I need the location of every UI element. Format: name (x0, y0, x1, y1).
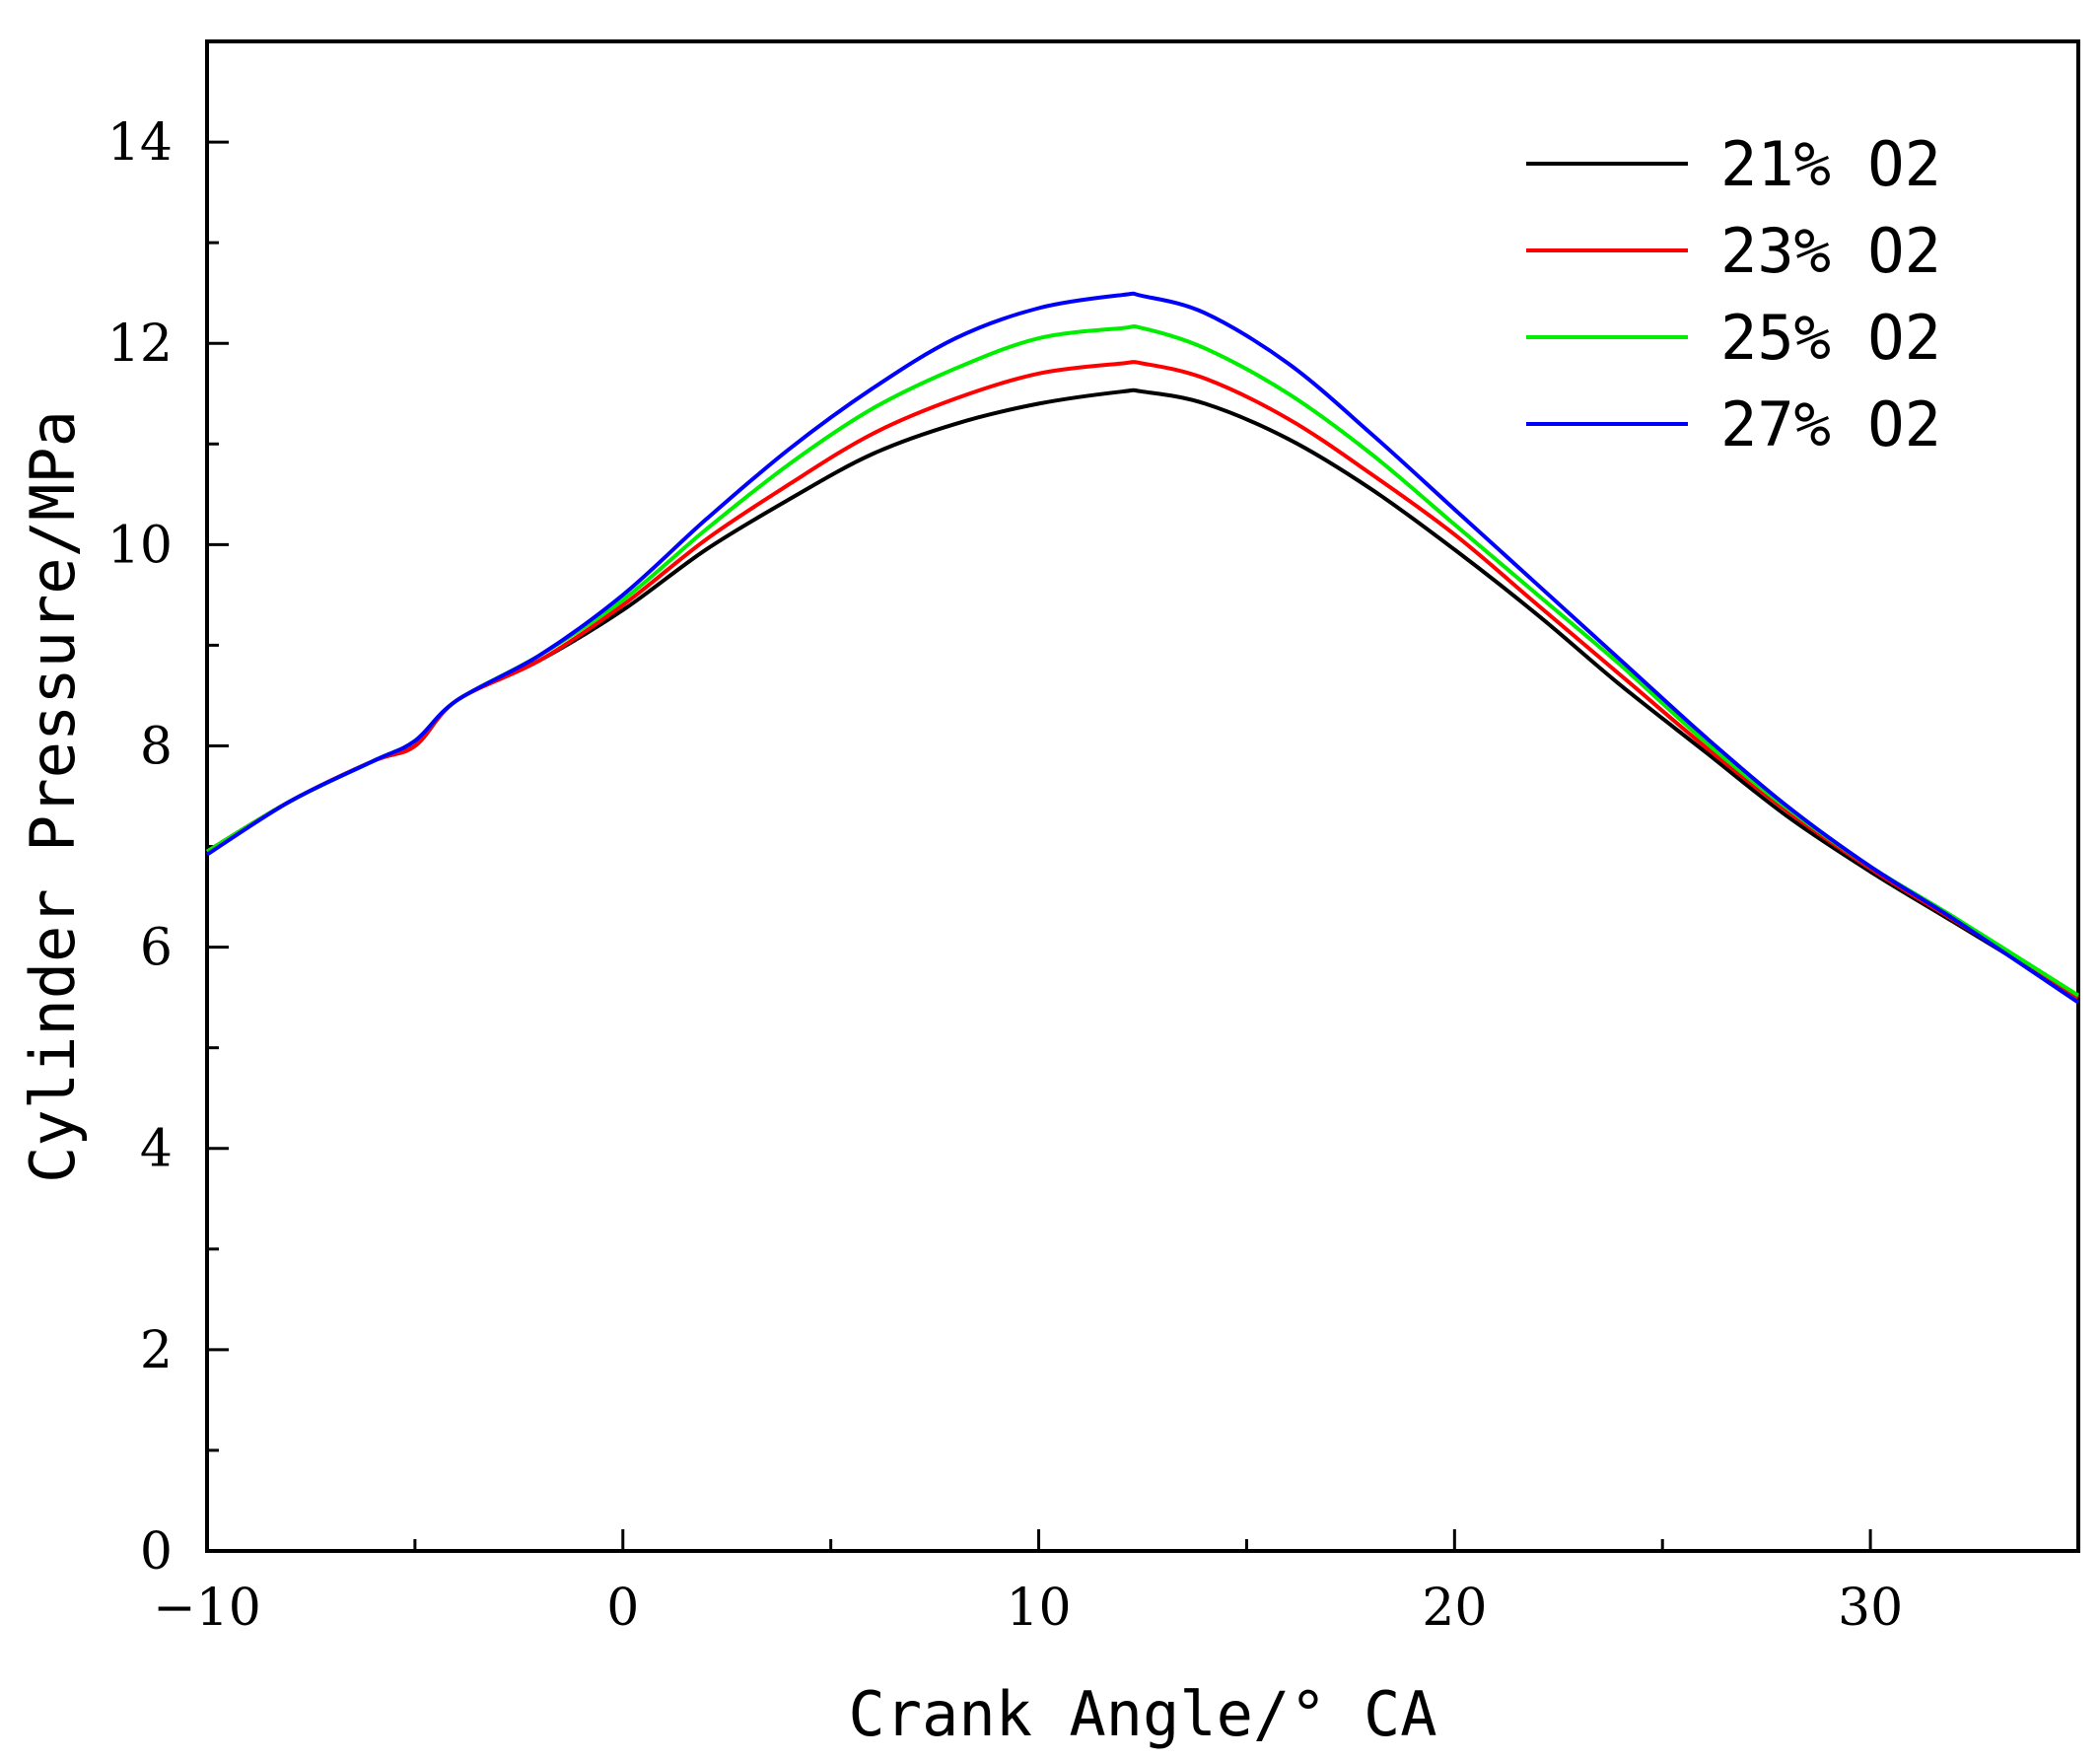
y-tick-label: 6 (140, 919, 173, 978)
x-tick-label: −10 (153, 1579, 261, 1638)
x-tick-label: 30 (1838, 1579, 1903, 1638)
y-tick-label: 8 (140, 717, 173, 776)
x-axis-title: Crank Angle/° CA (848, 1678, 1436, 1750)
y-tick-label: 0 (140, 1522, 173, 1582)
legend: 21% O2 23% O2 25% O2 27% O2 (1526, 128, 1941, 460)
series-line-27-o2 (205, 291, 2080, 1005)
y-tick-label: 12 (107, 315, 173, 374)
series-lines (205, 291, 2080, 1005)
y-axis-title: Cylinder Pressure/MPa (17, 410, 89, 1183)
y-tick-label: 10 (107, 516, 173, 575)
y-tick-label: 4 (140, 1120, 173, 1179)
plot-frame (205, 39, 2080, 1553)
y-tick-label: 2 (140, 1321, 173, 1380)
legend-label: 23% O2 (1720, 215, 1941, 287)
legend-label: 25% O2 (1720, 302, 1941, 374)
y-tick-label: 14 (107, 113, 173, 173)
x-tick-label: 0 (606, 1579, 639, 1638)
x-tick-label: 20 (1422, 1579, 1487, 1638)
series-line-21-o2 (205, 387, 2080, 1000)
x-tick-label: 10 (1006, 1579, 1071, 1638)
legend-label: 27% O2 (1720, 388, 1941, 460)
legend-label: 21% O2 (1720, 128, 1941, 200)
